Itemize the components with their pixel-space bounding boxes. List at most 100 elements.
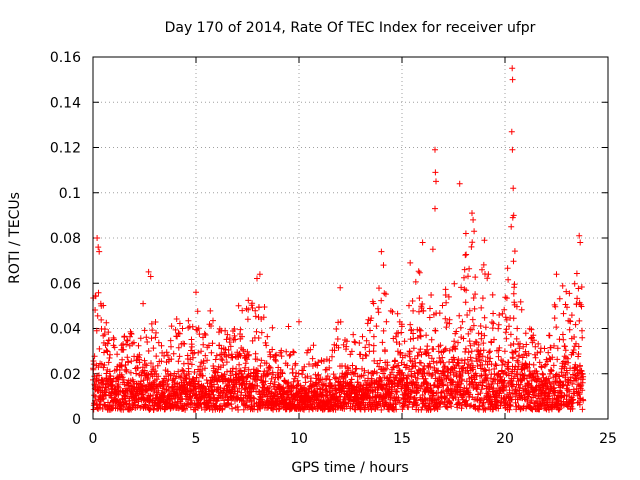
data-point: [443, 299, 450, 306]
data-point: [266, 364, 273, 370]
data-point: [204, 380, 211, 387]
data-point: [193, 289, 199, 296]
data-point: [490, 385, 497, 392]
data-point: [456, 180, 463, 187]
data-point: [104, 380, 111, 387]
data-point: [394, 310, 401, 317]
data-point: [375, 305, 381, 312]
data-point: [579, 371, 586, 378]
data-point: [242, 364, 249, 371]
data-point: [168, 343, 174, 350]
data-point: [469, 316, 476, 323]
data-point: [502, 314, 509, 321]
data-point: [257, 362, 264, 369]
data-point: [295, 370, 302, 377]
data-point: [130, 339, 137, 346]
data-point: [579, 387, 586, 394]
data-point: [181, 340, 188, 347]
data-point: [379, 339, 386, 346]
data-point: [279, 370, 286, 377]
data-point: [426, 360, 433, 367]
data-point: [416, 326, 423, 333]
data-point: [326, 376, 333, 383]
data-point: [562, 347, 569, 354]
data-point: [530, 361, 537, 368]
data-point: [224, 368, 230, 375]
data-point: [478, 386, 485, 393]
data-point: [249, 305, 256, 311]
data-point: [542, 405, 549, 412]
data-point: [329, 353, 335, 360]
data-point: [99, 376, 106, 383]
data-point: [577, 239, 584, 246]
data-point: [224, 331, 231, 338]
data-point: [472, 370, 479, 377]
data-point: [495, 353, 502, 360]
data-point: [119, 356, 126, 363]
data-point: [419, 392, 426, 398]
data-point: [535, 340, 542, 347]
y-tick-label: 0.04: [50, 322, 81, 338]
data-point: [484, 361, 491, 368]
data-point: [433, 359, 440, 366]
data-point: [105, 359, 112, 366]
data-point: [362, 344, 369, 351]
data-point: [509, 396, 515, 403]
data-point: [398, 329, 405, 336]
data-point: [569, 381, 576, 387]
data-point: [370, 342, 377, 349]
data-point: [502, 329, 509, 336]
data-point: [455, 399, 462, 406]
data-point: [462, 252, 469, 259]
data-point: [412, 363, 419, 370]
data-point: [263, 360, 270, 367]
data-point: [91, 392, 98, 399]
data-point: [418, 360, 424, 366]
data-point: [553, 324, 560, 331]
data-point: [264, 333, 271, 340]
data-point: [503, 316, 510, 323]
data-point: [350, 331, 357, 338]
data-point: [368, 406, 375, 413]
data-point: [103, 347, 110, 354]
data-point: [414, 352, 421, 359]
data-point: [260, 314, 267, 321]
data-point: [551, 315, 558, 322]
data-point: [150, 345, 157, 352]
data-point: [507, 342, 514, 349]
y-tick-label: 0.08: [50, 231, 81, 247]
data-point: [563, 288, 570, 295]
data-point: [268, 375, 275, 382]
data-point: [256, 271, 263, 278]
data-point: [462, 345, 469, 352]
data-point: [415, 268, 422, 275]
data-point: [420, 308, 427, 314]
data-point: [398, 323, 405, 330]
data-point: [470, 216, 477, 223]
data-point: [374, 389, 381, 396]
data-point: [199, 372, 206, 379]
data-point: [250, 394, 257, 401]
data-point: [414, 375, 421, 382]
y-tick-label: 0.12: [50, 141, 81, 157]
data-point: [137, 335, 144, 342]
data-point: [580, 397, 587, 404]
data-point: [185, 365, 192, 372]
data-point: [537, 387, 544, 394]
data-point: [451, 338, 458, 345]
data-point: [256, 304, 262, 311]
data-point: [451, 280, 458, 287]
data-point: [524, 364, 531, 371]
data-point: [155, 402, 162, 409]
data-point: [417, 332, 423, 339]
data-point: [468, 243, 475, 250]
data-point: [394, 389, 401, 395]
data-point: [443, 403, 450, 410]
data-point: [395, 397, 402, 404]
data-point: [416, 269, 423, 276]
data-point: [139, 364, 146, 371]
data-point: [545, 375, 552, 382]
x-tick-label: 25: [599, 431, 617, 447]
data-point: [439, 354, 446, 361]
data-point: [468, 358, 475, 364]
